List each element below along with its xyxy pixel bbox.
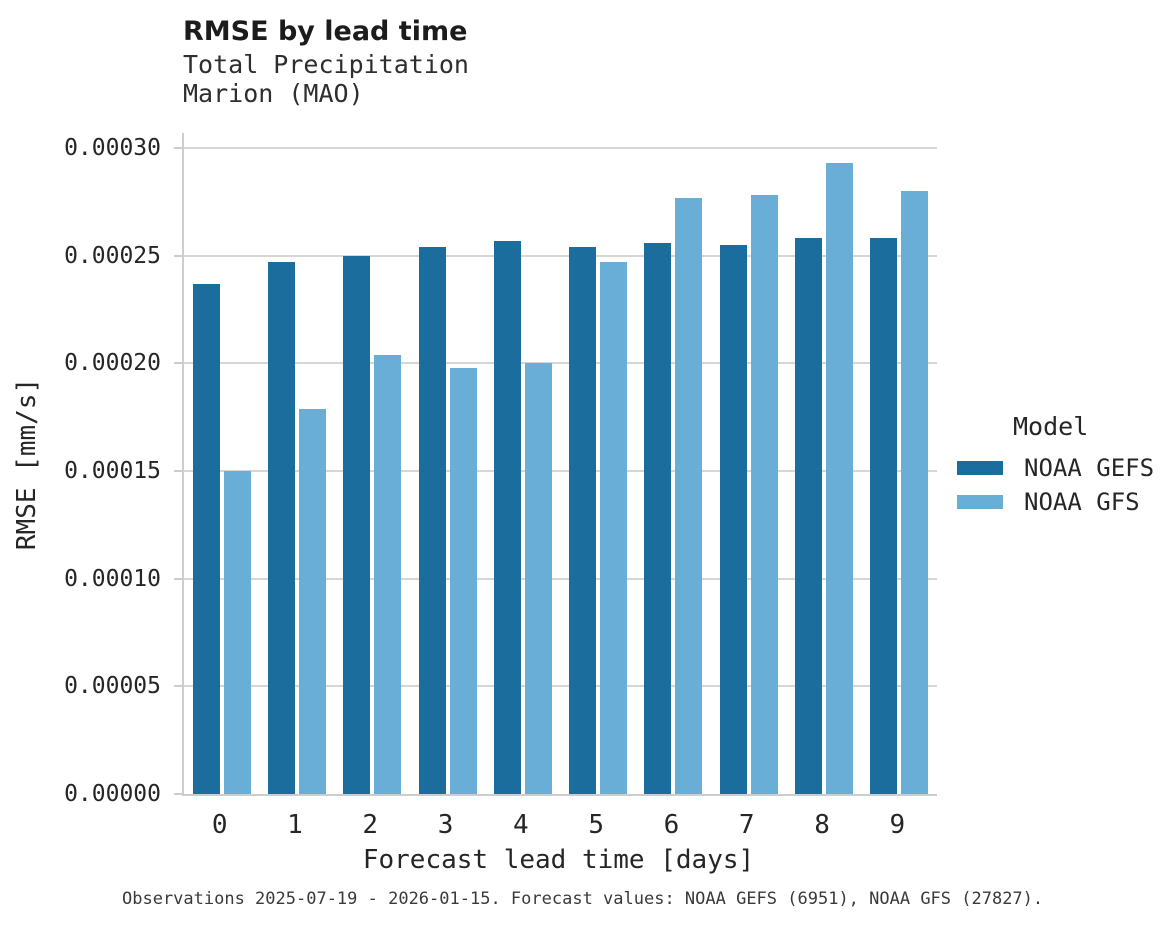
bar-noaa-gfs-day-6 [675, 197, 703, 794]
bar-noaa-gfs-day-8 [826, 163, 854, 794]
plot-area [174, 133, 937, 796]
legend-swatch-noaa-gefs [957, 461, 1003, 475]
y-tick-mark [174, 793, 182, 795]
caption: Observations 2025-07-19 - 2026-01-15. Fo… [122, 889, 1044, 909]
gridline [184, 577, 937, 580]
legend: Model NOAA GEFS NOAA GFS [957, 412, 1154, 519]
y-tick-label: 0.00000 [64, 781, 161, 807]
y-tick-label: 0.00010 [64, 565, 161, 592]
y-tick-label: 0.00020 [64, 350, 161, 377]
x-tick-label: 6 [663, 810, 680, 840]
x-tick-label: 7 [738, 810, 755, 840]
bar-noaa-gefs-day-7 [719, 244, 747, 794]
chart-title: RMSE by lead time [183, 16, 468, 47]
y-axis-title: RMSE [mm/s] [12, 377, 42, 551]
gridline [184, 147, 937, 149]
bar-noaa-gfs-day-0 [223, 471, 251, 794]
bar-noaa-gfs-day-9 [901, 191, 929, 794]
bar-noaa-gfs-day-2 [374, 354, 402, 794]
x-tick-label: 5 [588, 810, 604, 840]
bar-noaa-gefs-day-4 [493, 240, 521, 794]
y-tick-label: 0.00015 [64, 458, 161, 484]
bar-noaa-gfs-day-4 [524, 363, 552, 794]
legend-items: NOAA GEFS NOAA GFS [957, 451, 1154, 519]
chart-subtitle-line1: Total Precipitation [183, 50, 469, 79]
x-tick-label: 2 [362, 810, 379, 840]
bar-noaa-gefs-day-8 [795, 238, 823, 794]
legend-title: Model [1013, 412, 1089, 441]
bar-noaa-gefs-day-2 [343, 255, 371, 794]
legend-label: NOAA GFS [1024, 488, 1140, 516]
chart-subtitle: Total Precipitation Marion (MAO) [183, 50, 469, 108]
legend-label: NOAA GEFS [1024, 454, 1155, 482]
x-tick-label: 1 [287, 810, 303, 840]
x-tick-label: 0 [211, 810, 228, 840]
y-tick-mark [174, 362, 182, 365]
y-tick-label: 0.00030 [64, 135, 161, 161]
y-tick-mark [174, 147, 182, 149]
bar-noaa-gefs-day-3 [418, 247, 446, 794]
y-tick-mark [174, 685, 182, 688]
legend-row: NOAA GFS [957, 485, 1154, 519]
chart-subtitle-line2: Marion (MAO) [183, 79, 364, 108]
x-tick-label: 4 [513, 810, 529, 840]
bar-noaa-gfs-day-7 [750, 195, 778, 794]
legend-row: NOAA GEFS [957, 451, 1154, 485]
gridline [184, 470, 937, 472]
y-tick-mark [174, 577, 182, 580]
bar-noaa-gefs-day-6 [644, 242, 672, 794]
bar-noaa-gefs-day-1 [267, 262, 295, 794]
bar-noaa-gfs-day-1 [298, 408, 326, 794]
y-tick-label: 0.00005 [64, 673, 161, 700]
legend-swatch-noaa-gfs [957, 495, 1003, 509]
y-tick-label: 0.00025 [64, 242, 161, 269]
x-tick-label: 9 [889, 810, 906, 840]
gridline [184, 362, 937, 365]
bar-noaa-gefs-day-0 [192, 283, 220, 794]
bar-noaa-gefs-day-5 [569, 247, 597, 794]
x-tick-label: 8 [814, 810, 830, 840]
y-tick-mark [174, 254, 182, 257]
y-tick-mark [174, 470, 182, 472]
bar-noaa-gfs-day-3 [449, 367, 477, 794]
gridline [184, 254, 937, 257]
bar-noaa-gefs-day-9 [870, 238, 898, 794]
gridline [184, 685, 937, 688]
x-tick-label: 3 [437, 810, 454, 840]
x-axis-title: Forecast lead time [days] [362, 845, 755, 875]
bar-noaa-gfs-day-5 [600, 262, 628, 794]
